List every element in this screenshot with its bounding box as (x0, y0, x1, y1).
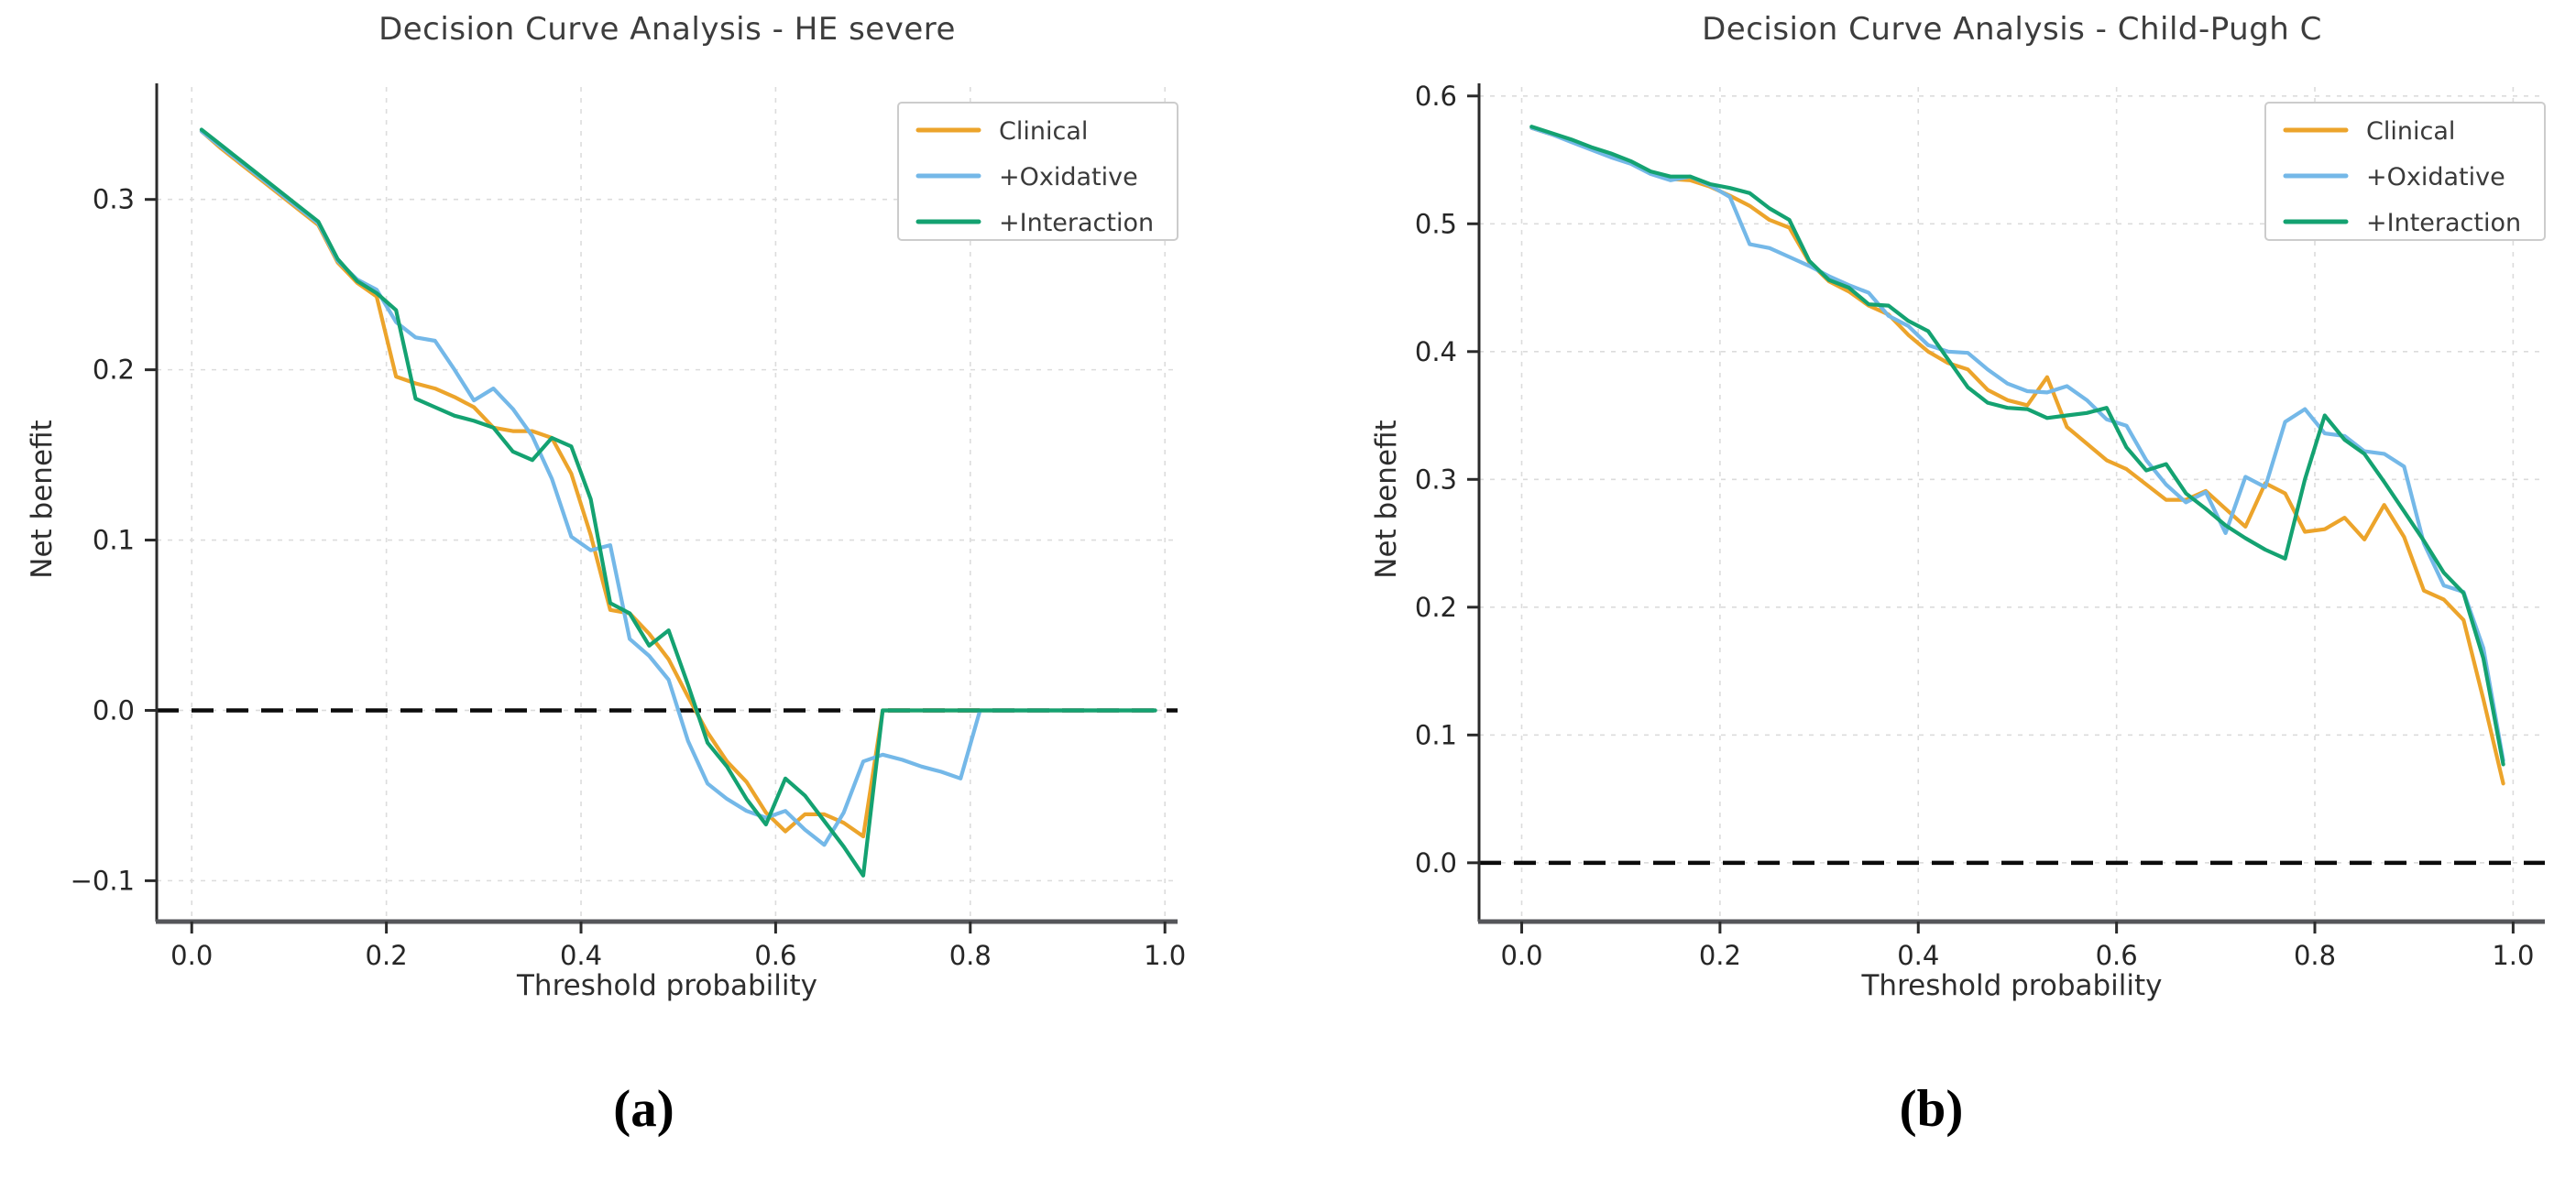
y-tick-label: −0.1 (71, 865, 135, 896)
x-tick-label: 0.4 (1897, 940, 1939, 971)
x-tick-label: 0.0 (1500, 940, 1542, 971)
y-tick-label: 0.0 (93, 694, 135, 726)
x-tick-label: 1.0 (1144, 940, 1186, 971)
y-tick-label: 0.3 (1415, 464, 1457, 495)
y-tick-label: 0.0 (1415, 847, 1457, 879)
x-axis-label-b: Threshold probability (1861, 969, 2163, 1002)
x-tick-label: 0.6 (2096, 940, 2138, 971)
y-tick-label: 0.2 (93, 355, 135, 386)
x-tick-label: 0.2 (366, 940, 408, 971)
x-tick-label: 1.0 (2492, 940, 2534, 971)
x-tick-label: 0.0 (170, 940, 213, 971)
legend-label: +Interaction (999, 209, 1154, 237)
series-line-clinical (1529, 126, 2505, 786)
legend-label: +Interaction (2366, 209, 2521, 237)
chart-canvas-a: 0.0 0.2 0.4 0.6 0.8 1.0 −0.1 0.0 0.1 0.2 0.3 Clinic… (71, 83, 1186, 971)
x-tick-label: 0.4 (560, 940, 602, 971)
dca-panel-b: Decision Curve Analysis - Child-Pugh C N… (1288, 0, 2575, 1179)
legend-label: +Oxidative (999, 163, 1138, 191)
x-tick-label: 0.2 (1699, 940, 1741, 971)
x-tick-label: 0.8 (2294, 940, 2336, 971)
panel-caption-b: (b) (1899, 1080, 1964, 1138)
x-axis-label-a: Threshold probability (516, 969, 818, 1002)
y-tick-label: 0.4 (1415, 336, 1457, 367)
panel-caption-a: (a) (613, 1080, 674, 1138)
y-tick-label: 0.3 (93, 184, 135, 215)
x-tick-label: 0.8 (949, 940, 992, 971)
y-tick-label: 0.1 (93, 525, 135, 556)
y-tick-label: 0.5 (1415, 208, 1457, 239)
legend-label: Clinical (999, 117, 1088, 146)
x-tick-label: 0.6 (754, 940, 796, 971)
y-tick-label: 0.1 (1415, 719, 1457, 750)
chart-canvas-b: 0.0 0.2 0.4 0.6 0.8 1.0 0.0 0.1 0.2 0.3 0.4 0.5 0.6 C… (1415, 81, 2546, 971)
series-line-interaction (1529, 125, 2505, 767)
legend-box (2264, 102, 2546, 241)
dca-panel-a: Decision Curve Analysis - HE severe Net … (26, 11, 1186, 1138)
series-line-interaction (199, 127, 1157, 878)
chart-title-b: Decision Curve Analysis - Child-Pugh C (1702, 11, 2322, 48)
legend-label: +Oxidative (2366, 163, 2505, 191)
legend-box (897, 102, 1178, 241)
y-tick-label: 0.2 (1415, 592, 1457, 623)
y-tick-label: 0.6 (1415, 81, 1457, 112)
legend-label: Clinical (2366, 117, 2455, 146)
chart-title-a: Decision Curve Analysis - HE severe (378, 11, 956, 48)
